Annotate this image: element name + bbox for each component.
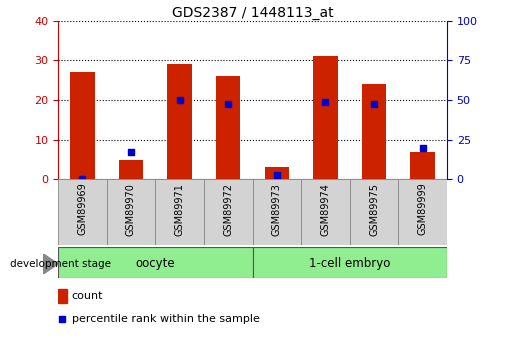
Point [370, 101, 378, 107]
Bar [58, 179, 107, 245]
Bar [216, 76, 240, 179]
Point [58, 316, 66, 322]
Bar [204, 179, 252, 245]
Bar [168, 65, 192, 179]
Point [224, 101, 232, 107]
Bar [119, 159, 143, 179]
Text: GSM89969: GSM89969 [77, 183, 87, 235]
Text: oocyte: oocyte [135, 257, 175, 270]
Text: count: count [72, 291, 103, 301]
Point [321, 99, 329, 105]
Bar [70, 72, 94, 179]
Point [273, 172, 281, 178]
Bar [252, 247, 447, 278]
Bar [313, 57, 337, 179]
Bar [350, 179, 398, 245]
Bar [265, 168, 289, 179]
Text: GSM89972: GSM89972 [223, 183, 233, 236]
Polygon shape [43, 254, 58, 274]
Bar [252, 179, 301, 245]
Text: GSM89970: GSM89970 [126, 183, 136, 236]
Text: development stage: development stage [10, 259, 111, 269]
Point [419, 145, 427, 150]
Text: GSM89999: GSM89999 [418, 183, 428, 235]
Bar [58, 289, 67, 303]
Text: percentile rank within the sample: percentile rank within the sample [72, 314, 260, 324]
Bar [107, 179, 156, 245]
Point [78, 176, 86, 181]
Bar [411, 152, 435, 179]
Text: GSM89973: GSM89973 [272, 183, 282, 236]
Point [127, 149, 135, 155]
Bar [301, 179, 350, 245]
Text: 1-cell embryo: 1-cell embryo [309, 257, 390, 270]
Point [176, 97, 184, 103]
Text: GSM89974: GSM89974 [320, 183, 330, 236]
Text: GSM89975: GSM89975 [369, 183, 379, 236]
Text: GSM89971: GSM89971 [175, 183, 185, 236]
Bar [58, 247, 252, 278]
Bar [398, 179, 447, 245]
Title: GDS2387 / 1448113_at: GDS2387 / 1448113_at [172, 6, 333, 20]
Bar [362, 84, 386, 179]
Bar [156, 179, 204, 245]
